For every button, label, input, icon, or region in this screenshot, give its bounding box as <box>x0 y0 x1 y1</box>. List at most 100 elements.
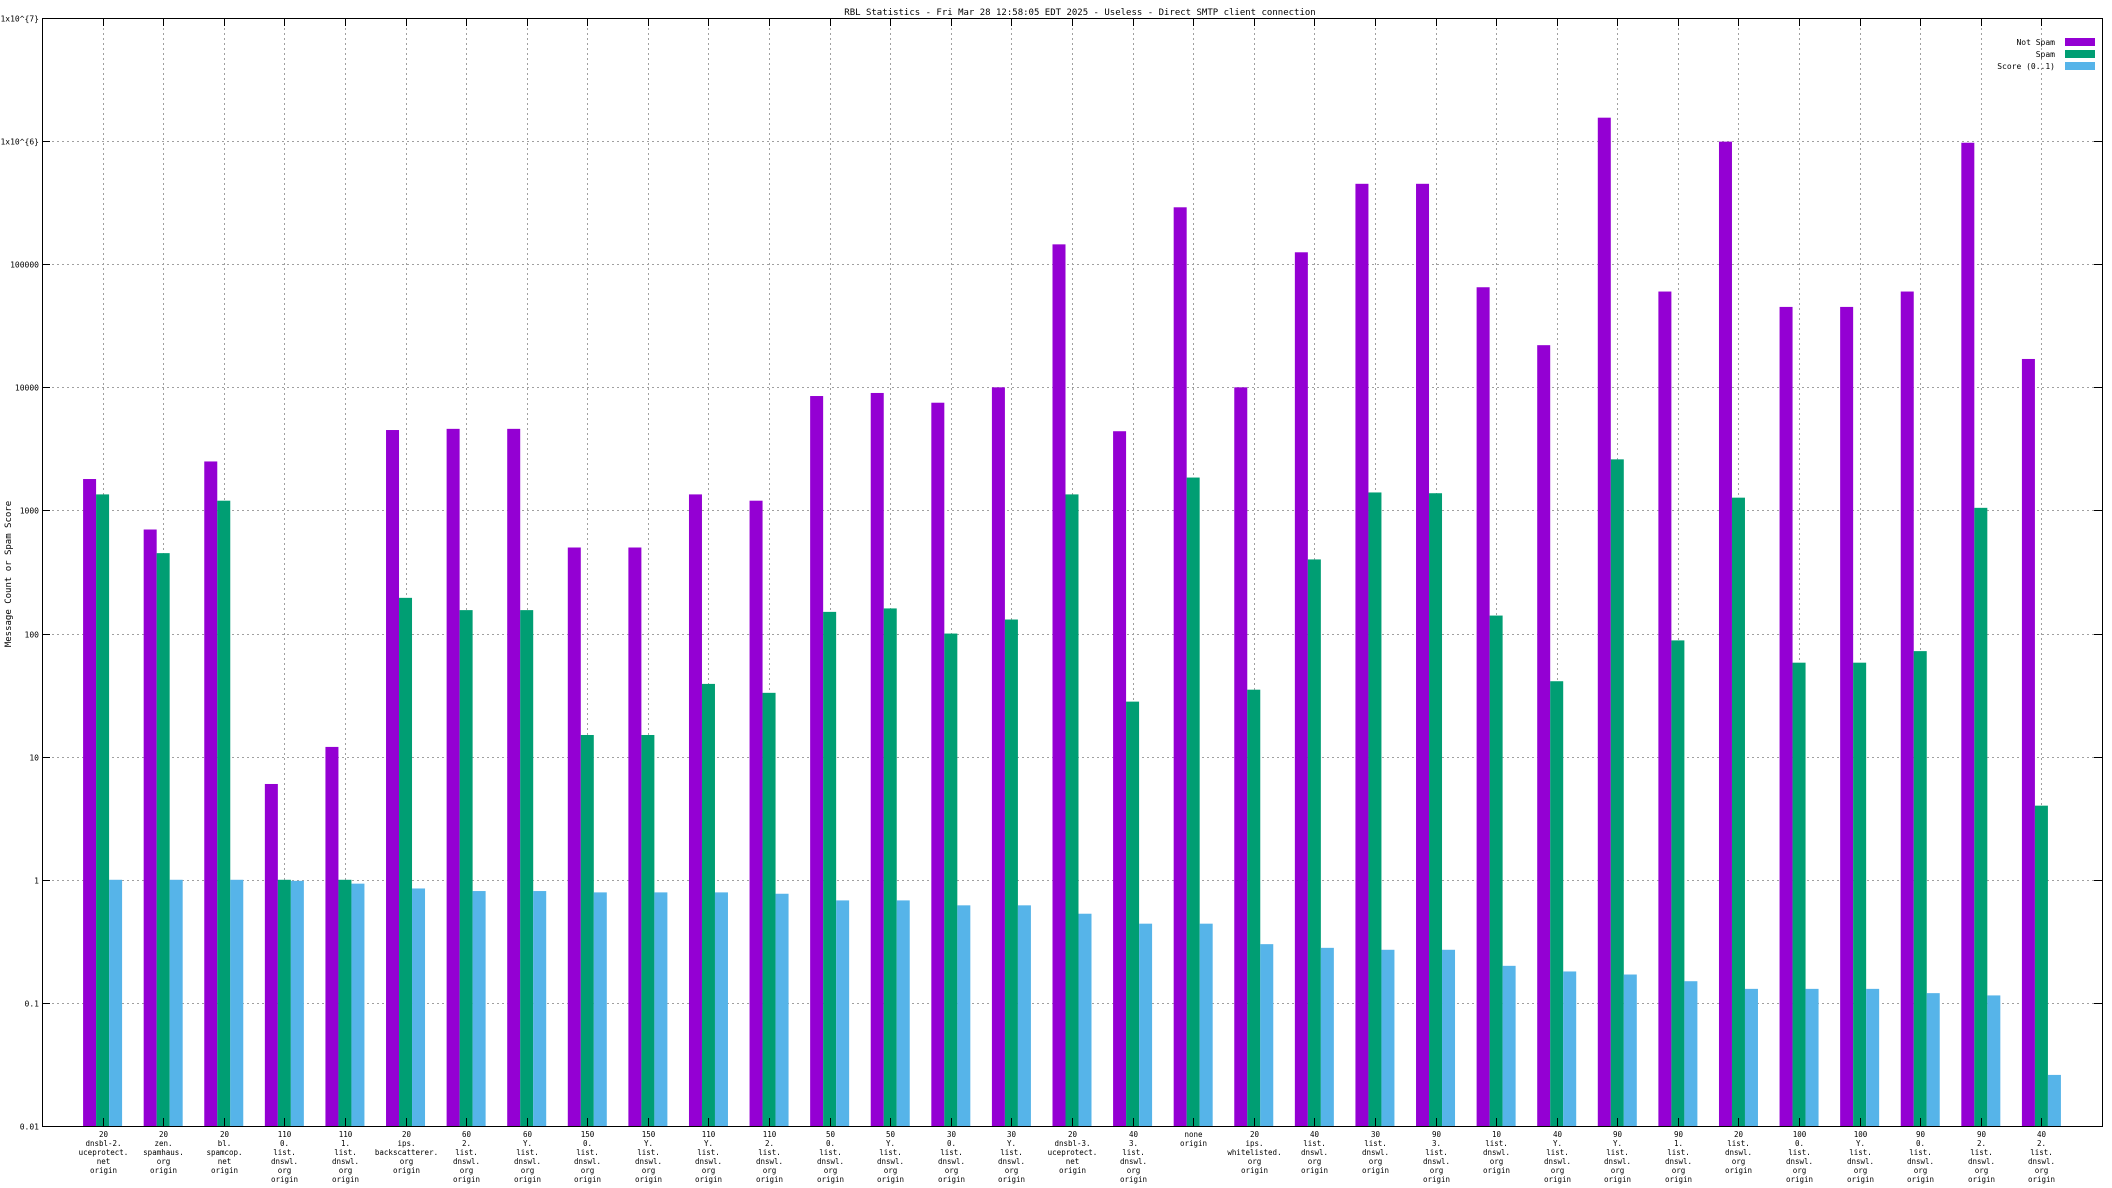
x-tick-label-line: org <box>400 1157 414 1166</box>
x-tick-label-line: list. <box>1788 1148 1811 1157</box>
bar <box>1294 252 1308 1127</box>
x-tick-label: 110 2. list. dnswl. org origin <box>756 1130 783 1184</box>
bar <box>533 891 547 1126</box>
x-tick-label-line: list. <box>637 1148 660 1157</box>
x-tick-label-line: net <box>97 1157 111 1166</box>
x-tick-label-line: origin <box>1725 1166 1752 1175</box>
x-tick-label-line: origin <box>1544 1175 1571 1184</box>
bar <box>1537 345 1551 1126</box>
x-tick-label-line: 90 <box>1613 1130 1623 1139</box>
x-tick-label-line: 20 <box>1734 1130 1744 1139</box>
x-tick-label-line: dnswl. <box>1120 1157 1147 1166</box>
x-tick-label-line: 50 <box>886 1130 896 1139</box>
x-tick-label-line: origin <box>1968 1175 1995 1184</box>
x-tick-label-line: org <box>278 1166 292 1175</box>
bar <box>1139 923 1153 1126</box>
x-tick-label-line: Y. <box>1613 1139 1622 1148</box>
bar <box>109 879 123 1126</box>
x-tick-label-line: dnswl. <box>938 1157 965 1166</box>
bar <box>1853 662 1867 1126</box>
x-tick-label: 50 Y. list. dnswl. org origin <box>877 1130 904 1184</box>
bar <box>1065 494 1079 1126</box>
bar <box>762 692 776 1126</box>
x-tick-label: 90 3. list. dnswl. org origin <box>1423 1130 1450 1184</box>
bars <box>83 117 2061 1127</box>
bar <box>1052 244 1066 1127</box>
x-tick-label-line: dnswl. <box>877 1157 904 1166</box>
x-tick-label-line: dnswl. <box>453 1157 480 1166</box>
bar <box>1913 651 1927 1126</box>
x-tick-label-line: origin <box>1786 1175 1813 1184</box>
x-tick-label-line: 1. <box>1674 1139 1683 1148</box>
bar <box>1199 923 1213 1126</box>
y-ticks: 1x10^{7} 1x10^{6} 100000 10000 1000 100 10 1 0.1… <box>0 15 2102 1132</box>
x-tick-label-line: spamcop. <box>206 1148 242 1157</box>
x-tick-label: 100 0. list. dnswl. org origin <box>1786 1130 1813 1184</box>
bar <box>701 683 715 1126</box>
x-tick-label-line: list. <box>1606 1148 1629 1157</box>
bar <box>169 879 183 1126</box>
bar <box>1840 306 1854 1126</box>
x-tick-label-line: 40 <box>1310 1130 1320 1139</box>
x-tick-label-line: 30 <box>947 1130 957 1139</box>
x-tick-label-line: uceprotect. <box>1048 1148 1098 1157</box>
x-tick-label-line: uceprotect. <box>79 1148 129 1157</box>
x-tick-label-line: 2. <box>2037 1139 2046 1148</box>
x-tick-label-line: list. <box>1667 1148 1690 1157</box>
x-tick-label-line: list. <box>1122 1148 1145 1157</box>
x-tick-label-line: org <box>1369 1157 1383 1166</box>
bar <box>1489 615 1503 1126</box>
x-tick-label-line: org <box>763 1166 777 1175</box>
x-tick-label-line: Y. <box>1856 1139 1865 1148</box>
x-tick-label-line: net <box>1066 1157 1080 1166</box>
x-tick-label-line: dnswl. <box>1301 1148 1328 1157</box>
bar <box>1368 492 1382 1126</box>
x-tick-label-line: origin <box>211 1166 238 1175</box>
x-tick-label-line: org <box>157 1157 171 1166</box>
x-tick-label: 20 dnsbl-3. uceprotect. net origin <box>1048 1130 1098 1175</box>
x-tick-label-line: dnswl. <box>1847 1157 1874 1166</box>
bar <box>1355 183 1369 1126</box>
bar <box>628 547 642 1126</box>
x-tick-label: 20 list. dnswl. org origin <box>1725 1130 1752 1175</box>
bar <box>1866 988 1880 1126</box>
bar <box>1247 689 1261 1126</box>
bar <box>1779 306 1793 1126</box>
x-tick-label-line: origin <box>998 1175 1025 1184</box>
x-tick-label-line: 3. <box>1129 1139 1138 1148</box>
x-tick-label-line: 110 <box>702 1130 716 1139</box>
x-tick-label-line: origin <box>1059 1166 1086 1175</box>
y-tick-label: 0.1 <box>25 1000 40 1009</box>
x-tick-label-line: list. <box>576 1148 599 1157</box>
bar <box>520 610 534 1126</box>
bar <box>217 500 231 1126</box>
x-tick-label: 60 2. list. dnswl. org origin <box>453 1130 480 1184</box>
x-tick-label-line: 0. <box>947 1139 956 1148</box>
x-tick-label: 50 0. list. dnswl. org origin <box>817 1130 844 1184</box>
x-tick-label-line: dnswl. <box>756 1157 783 1166</box>
x-tick-label-line: list. <box>455 1148 478 1157</box>
bar <box>580 734 594 1126</box>
x-tick-label-line: org <box>1611 1166 1625 1175</box>
x-tick-label: 20 ips. whitelisted. org origin <box>1227 1130 1281 1175</box>
x-tick-label-line: org <box>2035 1166 2049 1175</box>
x-tick-label-line: Y. <box>523 1139 532 1148</box>
x-tick-label-line: origin <box>574 1175 601 1184</box>
x-tick-label-line: org <box>1854 1166 1868 1175</box>
x-tick-label-line: 20 <box>1250 1130 1260 1139</box>
x-tick-label-line: origin <box>1362 1166 1389 1175</box>
y-tick-label: 1 <box>34 877 39 886</box>
x-tick-label-line: dnsbl-2. <box>85 1139 121 1148</box>
x-tick-label: 90 1. list. dnswl. org origin <box>1665 1130 1692 1184</box>
bar <box>1623 974 1637 1126</box>
x-tick-label-line: list. <box>1909 1148 1932 1157</box>
y-tick-label: 10000 <box>15 384 39 393</box>
bar <box>446 428 460 1127</box>
x-tick-label-line: 30 <box>1371 1130 1381 1139</box>
y-tick-label: 1000 <box>20 507 39 516</box>
x-tick-label-line: org <box>1430 1166 1444 1175</box>
x-tick-label-line: 3. <box>1432 1139 1441 1148</box>
chart-title: RBL Statistics - Fri Mar 28 12:58:05 EDT… <box>844 8 1315 18</box>
bar <box>507 428 521 1127</box>
